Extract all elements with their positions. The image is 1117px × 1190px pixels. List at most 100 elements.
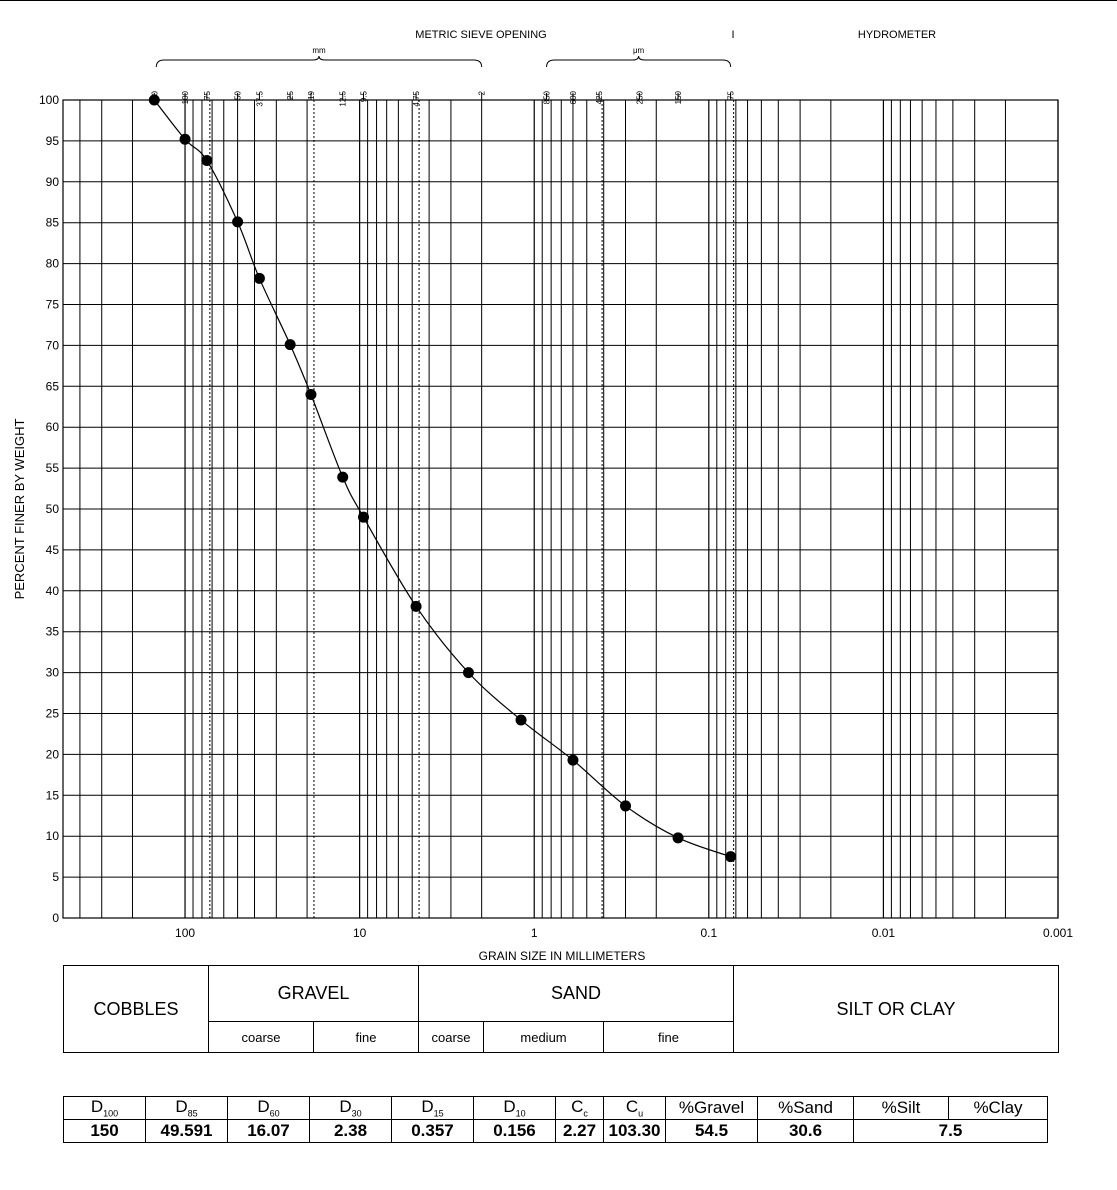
y-tick-label: 90 xyxy=(46,175,60,189)
value-sand: 30.6 xyxy=(757,1119,854,1143)
header-cu: Cu xyxy=(603,1096,666,1120)
header-sand: %Sand xyxy=(757,1096,854,1120)
sieve-header: METRIC SIEVE OPENING HYDROMETER Imm μm 150 10… xyxy=(150,29,936,107)
y-tick-label: 20 xyxy=(46,747,60,761)
value-gravel: 54.5 xyxy=(665,1119,758,1143)
x-tick-label: 0.1 xyxy=(700,926,717,940)
value-silt-clay: 7.5 xyxy=(853,1119,1048,1143)
sieve-opening-title: METRIC SIEVE OPENING xyxy=(415,29,546,41)
plot-frame xyxy=(62,99,1059,919)
gravel-coarse-cell: coarse xyxy=(208,1021,314,1053)
hydrometer-title: HYDROMETER xyxy=(858,29,936,41)
cobbles-cell: COBBLES xyxy=(63,965,209,1053)
data-point xyxy=(337,471,349,483)
y-tick-label: 15 xyxy=(46,788,60,802)
y-tick-label: 5 xyxy=(52,870,59,884)
sieve-label: 425 xyxy=(595,90,604,104)
data-point xyxy=(284,339,296,351)
x-tick-label: 10 xyxy=(353,926,367,940)
y-tick-label: 95 xyxy=(46,134,60,148)
silt-clay-cell: SILT OR CLAY xyxy=(733,965,1060,1053)
sieve-label: 850 xyxy=(543,90,552,104)
header-gravel: %Gravel xyxy=(665,1096,758,1120)
sand-fine-cell: fine xyxy=(603,1021,735,1053)
data-point xyxy=(148,94,160,106)
header-d100: D100 xyxy=(63,1096,146,1120)
gravel-fine-cell: fine xyxy=(312,1021,420,1053)
y-tick-label: 100 xyxy=(39,93,59,107)
y-tick-label: 80 xyxy=(46,257,60,271)
header-clay: %Clay xyxy=(948,1096,1048,1120)
data-point xyxy=(567,754,579,766)
sand-medium-cell: medium xyxy=(483,1021,605,1053)
data-point xyxy=(462,667,474,679)
data-point xyxy=(201,155,213,167)
data-point xyxy=(515,714,527,726)
sieve-label: 250 xyxy=(635,90,644,104)
y-tick-label: 60 xyxy=(46,420,60,434)
axis-labels: 0510152025303540455055606570758085909510… xyxy=(12,93,1073,960)
y-tick-label: 50 xyxy=(46,502,60,516)
data-point xyxy=(358,511,370,523)
grid-layer xyxy=(62,99,1059,919)
value-d60: 16.07 xyxy=(227,1119,310,1143)
y-tick-label: 30 xyxy=(46,666,60,680)
header-d15: D15 xyxy=(391,1096,474,1120)
sieve-label: 150 xyxy=(674,90,683,104)
sieve-label: 100 xyxy=(181,90,190,104)
soil-classification-table: COBBLES GRAVEL SAND SILT OR CLAY coarse … xyxy=(63,964,1060,1053)
grain-size-chart: METRIC SIEVE OPENINGHYDROMETERImmμm15010… xyxy=(12,29,1073,960)
um-brace xyxy=(546,55,732,68)
x-tick-label: 0.001 xyxy=(1043,926,1073,940)
y-axis-title: PERCENT FINER BY WEIGHT xyxy=(12,419,27,600)
sand-coarse-cell: coarse xyxy=(418,1021,485,1053)
sieve-label: 50 xyxy=(234,90,243,99)
data-point xyxy=(620,800,632,812)
y-tick-label: 70 xyxy=(46,338,60,352)
value-cc: 2.27 xyxy=(555,1119,604,1143)
value-d85: 49.591 xyxy=(145,1119,228,1143)
x-tick-label: 100 xyxy=(175,926,195,940)
data-point xyxy=(725,851,737,863)
sand-cell: SAND xyxy=(418,964,735,1023)
y-tick-label: 10 xyxy=(46,829,60,843)
gravel-cell: GRAVEL xyxy=(207,964,420,1023)
y-tick-label: 0 xyxy=(52,911,59,925)
x-tick-label: 0.01 xyxy=(872,926,896,940)
header-silt: %Silt xyxy=(853,1096,949,1120)
data-point xyxy=(253,272,265,284)
data-point xyxy=(305,388,317,400)
mm-brace xyxy=(155,55,483,68)
sieve-label: 37.5 xyxy=(255,90,264,106)
value-cu: 103.30 xyxy=(603,1119,666,1143)
y-tick-label: 55 xyxy=(46,461,60,475)
data-point xyxy=(179,133,191,145)
sieve-label: 75 xyxy=(727,90,736,99)
value-d100: 150 xyxy=(63,1119,146,1143)
y-tick-label: 35 xyxy=(46,625,60,639)
y-tick-label: 85 xyxy=(46,216,60,230)
gradation-line xyxy=(153,99,731,858)
sieve-label: 4.75 xyxy=(412,90,421,106)
top-border-line xyxy=(0,0,1117,1)
data-point xyxy=(672,832,684,844)
sieve-label: 2 xyxy=(478,90,487,95)
x-tick-label: 1 xyxy=(531,926,538,940)
value-d15: 0.357 xyxy=(391,1119,474,1143)
header-d60: D60 xyxy=(227,1096,310,1120)
gradation-parameters-table: D100 D85 D60 D30 D15 D10 Cc Cu %Gravel %… xyxy=(63,1096,1048,1143)
value-d30: 2.38 xyxy=(309,1119,392,1143)
gradation-curve xyxy=(148,94,737,863)
y-tick-label: 75 xyxy=(46,298,60,312)
sieve-label: 9.5 xyxy=(360,90,369,102)
sieve-label: 75 xyxy=(203,90,212,99)
sieve-label: 19 xyxy=(307,90,316,99)
sieve-label: 12.5 xyxy=(339,90,348,106)
header-d10: D10 xyxy=(473,1096,556,1120)
data-point xyxy=(410,600,422,612)
sieve-label: 600 xyxy=(569,90,578,104)
y-tick-label: 65 xyxy=(46,379,60,393)
y-tick-label: 45 xyxy=(46,543,60,557)
data-point xyxy=(232,216,244,228)
sieve-label: 25 xyxy=(286,90,295,99)
